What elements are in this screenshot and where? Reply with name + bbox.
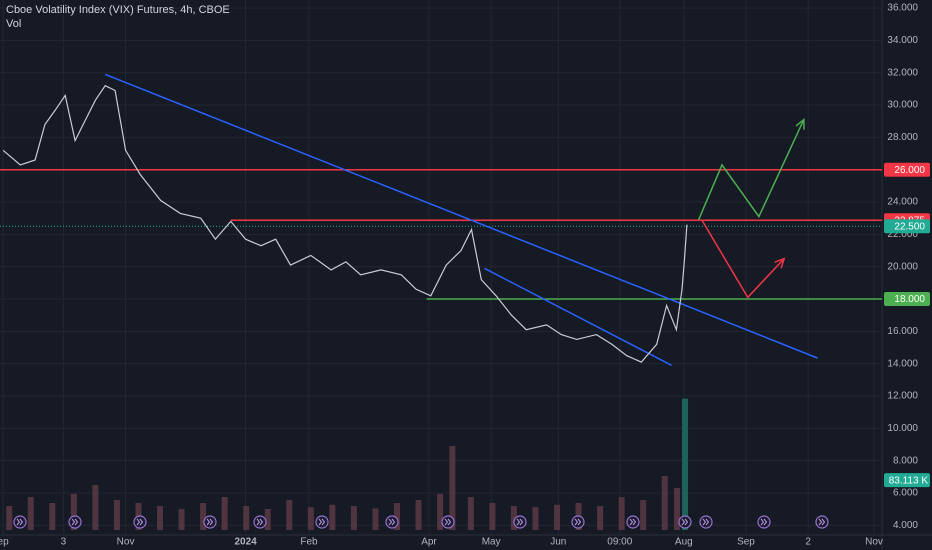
y-tick-label: 28.000 bbox=[887, 132, 918, 143]
price-label-box bbox=[884, 219, 930, 234]
trend-line bbox=[104, 73, 818, 359]
axes: 36.00034.00032.00030.00028.00026.00024.0… bbox=[0, 3, 930, 548]
volume-bar bbox=[393, 503, 400, 530]
x-tick-label: 2024 bbox=[234, 537, 257, 548]
y-tick-label: 22.000 bbox=[887, 229, 918, 240]
volume-bar bbox=[329, 504, 336, 530]
event-icon-glyph bbox=[388, 518, 396, 526]
volume-bar bbox=[618, 497, 625, 530]
volume-bar bbox=[372, 508, 379, 530]
volume-bar bbox=[415, 500, 422, 530]
event-icon-glyph bbox=[256, 518, 264, 526]
x-tick-label: ep bbox=[0, 537, 9, 548]
event-icons bbox=[13, 515, 829, 529]
grid bbox=[0, 0, 882, 535]
price-label-box bbox=[884, 292, 930, 307]
volume-bar bbox=[532, 507, 539, 530]
event-icon-glyph bbox=[629, 518, 637, 526]
arrow-head bbox=[795, 118, 805, 130]
volume-bar bbox=[157, 506, 164, 530]
x-tick-label: Jun bbox=[550, 537, 566, 548]
projection-path bbox=[701, 219, 785, 299]
x-tick-label: Aug bbox=[675, 537, 693, 548]
volume-bar bbox=[6, 506, 13, 530]
y-tick-label: 20.000 bbox=[887, 261, 918, 272]
x-tick-label: Nov bbox=[865, 537, 883, 548]
event-icon-glyph bbox=[136, 518, 144, 526]
volume-label: 83.113 K bbox=[889, 475, 929, 486]
y-tick-label: 16.000 bbox=[887, 326, 918, 337]
y-tick-label: 30.000 bbox=[887, 100, 918, 111]
price-label: 22.500 bbox=[894, 221, 925, 232]
x-tick-label: Sep bbox=[737, 537, 755, 548]
volume-bar bbox=[661, 476, 668, 530]
event-icon-glyph bbox=[760, 518, 768, 526]
volume-bar bbox=[27, 497, 34, 530]
volume-bar bbox=[286, 500, 293, 530]
event-icon-glyph bbox=[71, 518, 79, 526]
y-tick-label: 36.000 bbox=[887, 3, 918, 14]
y-tick-label: 32.000 bbox=[887, 67, 918, 78]
volume-caption: Vol bbox=[6, 18, 21, 30]
x-tick-label: 2 bbox=[805, 537, 811, 548]
plot bbox=[0, 73, 882, 366]
y-tick-label: 10.000 bbox=[887, 423, 918, 434]
event-icon-glyph bbox=[818, 518, 826, 526]
event-icon-glyph bbox=[444, 518, 452, 526]
volume-bar bbox=[243, 506, 250, 530]
x-tick-label: Apr bbox=[421, 537, 437, 548]
event-icon-glyph bbox=[574, 518, 582, 526]
volume-bar bbox=[350, 506, 357, 530]
volume-bar bbox=[70, 494, 77, 530]
volume-bar bbox=[264, 509, 271, 530]
volume-bar bbox=[113, 500, 120, 530]
volume-bar bbox=[554, 504, 561, 530]
volume-bar bbox=[510, 506, 517, 530]
x-tick-label: Feb bbox=[300, 537, 318, 548]
arrow-head bbox=[774, 257, 786, 269]
price-label-box bbox=[884, 162, 930, 177]
x-tick-label: May bbox=[482, 537, 501, 548]
volume-bar bbox=[178, 509, 185, 530]
volume-bar bbox=[307, 507, 314, 530]
event-icon-glyph bbox=[702, 518, 710, 526]
volume-label-box bbox=[884, 473, 930, 488]
y-tick-label: 24.000 bbox=[887, 197, 918, 208]
event-icon-glyph bbox=[318, 518, 326, 526]
volume-bar bbox=[449, 446, 456, 530]
projection-path bbox=[697, 119, 805, 221]
event-icon-glyph bbox=[681, 518, 689, 526]
y-tick-label: 8.000 bbox=[893, 455, 918, 466]
y-tick-label: 14.000 bbox=[887, 358, 918, 369]
volume-bar bbox=[49, 503, 56, 530]
x-tick-label: Nov bbox=[117, 537, 135, 548]
event-icon-glyph bbox=[516, 518, 524, 526]
event-icon-glyph bbox=[16, 518, 24, 526]
volume-bar bbox=[221, 497, 228, 530]
y-tick-label: 4.000 bbox=[893, 520, 918, 531]
trend-line bbox=[484, 267, 672, 366]
chart-title: Cboe Volatility Index (VIX) Futures, 4h,… bbox=[6, 4, 230, 16]
y-tick-label: 12.000 bbox=[887, 391, 918, 402]
volume-bar bbox=[437, 494, 444, 530]
price-line bbox=[2, 84, 688, 363]
volume-bar bbox=[674, 488, 681, 530]
y-tick-label: 34.000 bbox=[887, 35, 918, 46]
x-tick-label: 3 bbox=[61, 537, 67, 548]
event-icon-glyph bbox=[206, 518, 214, 526]
volume-bar bbox=[597, 506, 604, 530]
price-label: 26.000 bbox=[894, 165, 925, 176]
volume-bar bbox=[92, 485, 99, 530]
volume-bar bbox=[682, 398, 689, 530]
volume-bar bbox=[467, 497, 474, 530]
volume-bar bbox=[200, 503, 207, 530]
price-label: 18.000 bbox=[894, 294, 925, 305]
volume-bar bbox=[640, 500, 647, 530]
volume-bar bbox=[489, 503, 496, 530]
y-tick-label: 6.000 bbox=[893, 488, 918, 499]
x-tick-label: 09:00 bbox=[607, 537, 632, 548]
